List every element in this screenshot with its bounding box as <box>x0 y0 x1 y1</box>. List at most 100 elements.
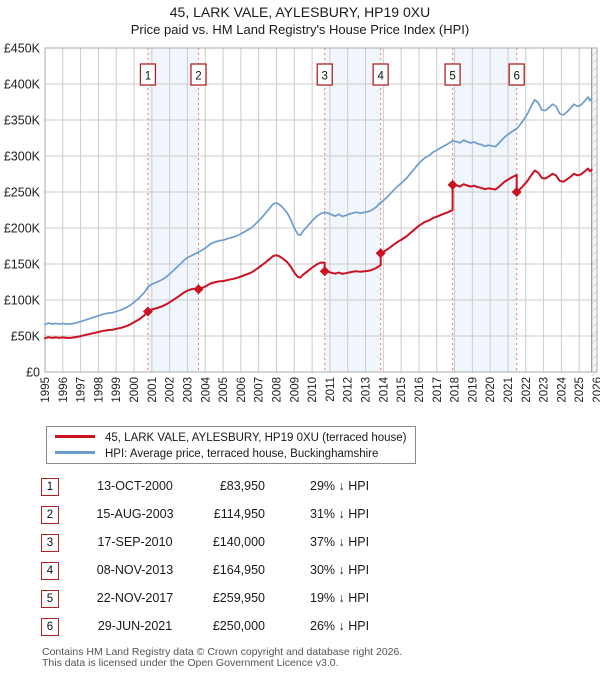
chart-legend: 45, LARK VALE, AYLESBURY, HP19 0XU (terr… <box>46 426 416 464</box>
sale-marker-diamond <box>447 179 458 190</box>
y-axis-tick-label: £100K <box>4 294 41 308</box>
page-title: 45, LARK VALE, AYLESBURY, HP19 0XU <box>169 4 431 20</box>
sale-pct-vs-hpi: 26% ↓ HPI <box>310 619 370 633</box>
x-axis-tick-label: 2012 <box>343 377 355 403</box>
x-axis-tick-label: 2013 <box>361 377 373 403</box>
x-axis-tick-label: 2015 <box>396 377 408 403</box>
legend-entry-hpi: HPI: Average price, terraced house, Buck… <box>55 447 378 461</box>
x-axis-tick-label: 2000 <box>129 377 141 403</box>
sale-pct-vs-hpi: 29% ↓ HPI <box>310 479 370 493</box>
x-axis-tick-label: 2026 <box>592 377 600 403</box>
sale-marker-diamond <box>511 187 522 197</box>
sale-number-box-label: 1 <box>145 71 151 83</box>
y-axis-tick-label: £50K <box>11 330 41 344</box>
x-axis-tick-label: 2024 <box>556 376 568 402</box>
x-axis-tick-label: 2008 <box>272 377 284 403</box>
sale-date: 08-NOV-2013 <box>96 563 174 577</box>
x-axis-tick-label: 1999 <box>111 377 123 403</box>
sale-number-box-label: 3 <box>322 71 328 83</box>
sale-marker-diamond <box>193 284 204 295</box>
y-axis-tick-label: £0 <box>26 366 40 380</box>
page-subtitle: Price paid vs. HM Land Registry's House … <box>130 22 470 37</box>
x-axis-tick-label: 2016 <box>414 377 426 403</box>
sale-price: £164,950 <box>212 563 265 577</box>
sale-number-box <box>508 63 525 86</box>
sale-number-box-label: 6 <box>513 71 519 83</box>
x-axis-tick-label: 2004 <box>200 376 212 402</box>
sale-price: £259,950 <box>212 591 265 605</box>
sale-price: £250,000 <box>212 619 265 633</box>
copyright-line-1: Contains HM Land Registry data © Crown c… <box>42 646 403 658</box>
x-axis-tick-label: 2021 <box>503 377 515 403</box>
sale-number-badge: 5 <box>41 590 59 608</box>
x-axis-tick-label: 1998 <box>93 377 105 403</box>
table-row: 4 08-NOV-2013 £164,950 30% ↓ HPI <box>0 562 600 582</box>
x-axis-tick-label: 2017 <box>432 377 444 403</box>
price-chart: £0 £50K £100K £150K £200K £250K £300K £350K £400… <box>4 42 600 403</box>
table-row: 3 17-SEP-2010 £140,000 37% ↓ HPI <box>0 534 600 554</box>
sale-pct-vs-hpi: 31% ↓ HPI <box>310 507 370 521</box>
x-axis-tick-label: 2002 <box>165 377 177 403</box>
x-axis-tick-label: 2018 <box>450 377 462 403</box>
sale-number-box <box>316 63 333 86</box>
y-axis-tick-label: £150K <box>4 258 41 272</box>
legend-swatch-property-line <box>55 435 95 439</box>
sale-marker-diamond <box>142 306 153 317</box>
x-axis-tick-label: 2020 <box>485 377 497 403</box>
x-axis-tick-label: 2001 <box>147 377 159 403</box>
table-row: 6 29-JUN-2021 £250,000 26% ↓ HPI <box>0 618 600 638</box>
sale-number-badge: 6 <box>41 618 59 636</box>
legend-entry-property: 45, LARK VALE, AYLESBURY, HP19 0XU (terr… <box>55 431 407 445</box>
x-axis-tick-label: 2011 <box>325 377 337 402</box>
sale-number-box <box>139 63 157 86</box>
table-row: 2 15-AUG-2003 £114,950 31% ↓ HPI <box>0 506 600 526</box>
table-row: 5 22-NOV-2017 £259,950 19% ↓ HPI <box>0 590 600 610</box>
sale-number-box-label: 5 <box>449 71 455 83</box>
sale-date: 29-JUN-2021 <box>97 619 173 633</box>
sale-date: 13-OCT-2000 <box>97 479 173 493</box>
x-axis-tick-label: 2014 <box>378 376 390 402</box>
sale-price: £114,950 <box>213 507 265 521</box>
x-axis-tick-label: 2022 <box>521 377 533 403</box>
sale-number-box <box>190 63 207 86</box>
legend-label-hpi: HPI: Average price, terraced house, Buck… <box>105 448 379 460</box>
sale-price: £83,950 <box>219 479 265 493</box>
legend-swatch-hpi-line <box>55 451 95 455</box>
legend-label-property: 45, LARK VALE, AYLESBURY, HP19 0XU (terr… <box>105 432 407 444</box>
sale-price: £140,000 <box>212 535 265 549</box>
x-axis-tick-label: 2010 <box>307 377 319 403</box>
x-axis-tick-label: 2023 <box>539 377 551 403</box>
hpi-line <box>44 96 593 326</box>
sale-period-band <box>147 48 199 372</box>
sale-number-box-label: 2 <box>195 71 201 83</box>
x-axis-tick-label: 2005 <box>218 377 230 403</box>
sale-date: 15-AUG-2003 <box>96 507 174 521</box>
sale-number-box <box>372 63 389 86</box>
sale-number-badge: 2 <box>41 506 59 524</box>
x-axis-tick-label: 2007 <box>254 377 266 403</box>
sale-number-badge: 3 <box>41 534 59 552</box>
x-axis-tick-label: 1997 <box>76 377 88 403</box>
sale-number-box <box>444 63 461 86</box>
x-axis-tick-label: 2009 <box>289 377 301 403</box>
table-row: 1 13-OCT-2000 £83,950 29% ↓ HPI <box>0 478 600 498</box>
sale-date: 17-SEP-2010 <box>97 535 173 549</box>
sale-period-band <box>452 48 517 372</box>
x-axis-tick-label: 2003 <box>182 377 194 403</box>
y-axis-tick-label: £250K <box>4 186 41 200</box>
y-axis-tick-label: £200K <box>4 222 41 236</box>
sale-pct-vs-hpi: 37% ↓ HPI <box>310 535 370 549</box>
sale-number-badge: 1 <box>41 478 59 496</box>
sale-pct-vs-hpi: 30% ↓ HPI <box>310 563 370 577</box>
sale-marker-diamond <box>319 266 330 277</box>
y-axis-tick-label: £300K <box>4 150 41 164</box>
y-axis-tick-label: £450K <box>4 42 41 56</box>
sale-date: 22-NOV-2017 <box>96 591 174 605</box>
sale-number-box-label: 4 <box>377 71 384 83</box>
x-axis-tick-label: 2019 <box>467 377 479 403</box>
copyright-line-2: This data is licensed under the Open Gov… <box>42 657 339 669</box>
x-axis-tick-label: 2025 <box>574 377 586 403</box>
sale-number-badge: 4 <box>41 562 59 580</box>
price-chart-svg: £0 £50K £100K £150K £200K £250K £300K £350K £400… <box>4 42 600 403</box>
y-axis-tick-label: £350K <box>4 114 41 128</box>
